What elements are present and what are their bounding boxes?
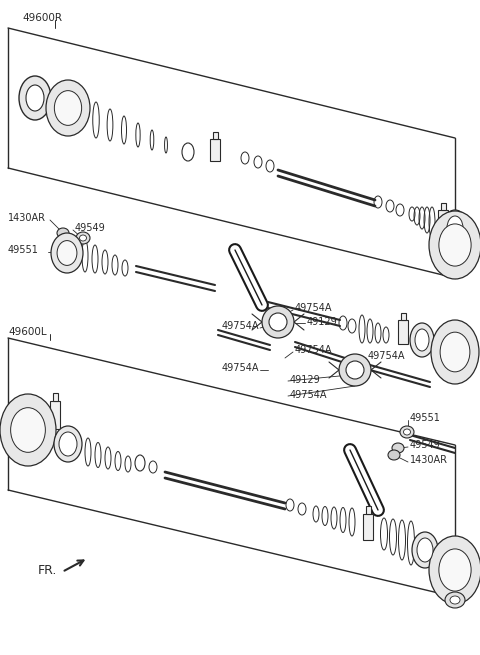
Text: 49549: 49549 [410, 440, 441, 450]
Ellipse shape [442, 210, 468, 246]
Bar [210, 139, 220, 161]
Text: 49129: 49129 [290, 375, 321, 385]
Ellipse shape [431, 320, 479, 384]
Ellipse shape [54, 426, 82, 462]
Ellipse shape [450, 596, 460, 604]
Ellipse shape [0, 394, 56, 466]
Bar [398, 320, 408, 344]
Ellipse shape [262, 306, 294, 338]
Ellipse shape [269, 313, 287, 331]
Ellipse shape [440, 332, 470, 372]
Text: 49600R: 49600R [22, 13, 62, 23]
Bar [213, 132, 217, 139]
Ellipse shape [400, 426, 414, 438]
Ellipse shape [57, 228, 69, 238]
Bar [365, 506, 371, 514]
Bar [400, 313, 406, 320]
Text: 49551: 49551 [410, 413, 441, 423]
Text: 49754A: 49754A [290, 390, 327, 400]
Text: 49549: 49549 [75, 223, 106, 233]
Ellipse shape [392, 443, 404, 453]
Ellipse shape [415, 329, 429, 351]
Ellipse shape [410, 323, 434, 357]
Ellipse shape [46, 80, 90, 136]
Bar [52, 393, 58, 401]
Ellipse shape [80, 235, 86, 241]
Text: 49600L: 49600L [8, 327, 47, 337]
Ellipse shape [11, 407, 45, 453]
Ellipse shape [59, 432, 77, 456]
Text: FR.: FR. [38, 563, 58, 576]
Text: 49754A: 49754A [222, 321, 260, 331]
Ellipse shape [54, 90, 82, 125]
Text: 49754A: 49754A [368, 351, 406, 361]
Bar [363, 514, 373, 540]
Ellipse shape [404, 429, 410, 435]
Bar [438, 210, 448, 234]
Ellipse shape [412, 532, 438, 568]
Ellipse shape [339, 354, 371, 386]
Ellipse shape [346, 361, 364, 379]
Ellipse shape [429, 211, 480, 279]
Text: 1430AR: 1430AR [410, 455, 448, 465]
Ellipse shape [447, 216, 463, 240]
Ellipse shape [417, 538, 433, 562]
Text: 49754A: 49754A [295, 345, 333, 355]
Ellipse shape [429, 536, 480, 604]
Ellipse shape [388, 450, 400, 460]
Text: 49754A: 49754A [222, 363, 260, 373]
Ellipse shape [57, 240, 77, 265]
Bar [50, 401, 60, 429]
Text: 49129: 49129 [307, 317, 338, 327]
Ellipse shape [439, 224, 471, 266]
Ellipse shape [19, 76, 51, 120]
Ellipse shape [76, 232, 90, 244]
Bar [441, 203, 445, 210]
Ellipse shape [26, 85, 44, 111]
Text: 1430AR: 1430AR [8, 213, 46, 223]
Text: 49754A: 49754A [295, 303, 333, 313]
Ellipse shape [445, 592, 465, 608]
Ellipse shape [439, 549, 471, 591]
Text: 49551: 49551 [8, 245, 39, 255]
Ellipse shape [51, 233, 83, 273]
